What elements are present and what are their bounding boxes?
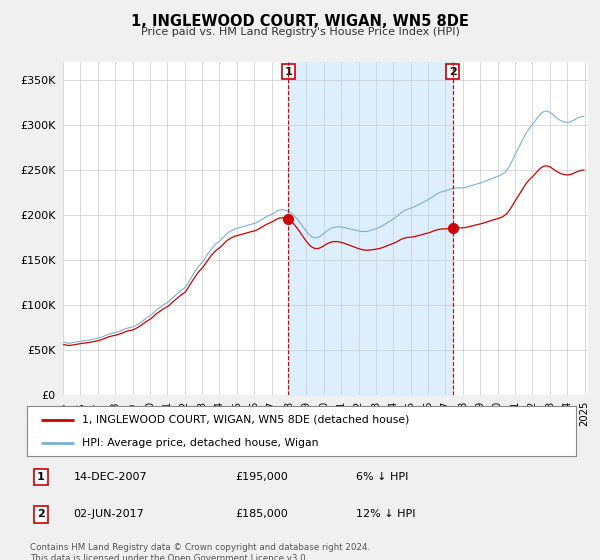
Text: 1, INGLEWOOD COURT, WIGAN, WN5 8DE: 1, INGLEWOOD COURT, WIGAN, WN5 8DE — [131, 14, 469, 29]
Text: 6% ↓ HPI: 6% ↓ HPI — [356, 472, 409, 482]
Text: 1: 1 — [37, 472, 44, 482]
Text: £195,000: £195,000 — [236, 472, 289, 482]
Text: HPI: Average price, detached house, Wigan: HPI: Average price, detached house, Wiga… — [82, 438, 319, 448]
Text: 14-DEC-2007: 14-DEC-2007 — [74, 472, 147, 482]
Text: 2: 2 — [449, 67, 457, 77]
Text: 12% ↓ HPI: 12% ↓ HPI — [356, 510, 416, 520]
Text: 02-JUN-2017: 02-JUN-2017 — [74, 510, 145, 520]
Text: 1: 1 — [284, 67, 292, 77]
Text: £185,000: £185,000 — [236, 510, 289, 520]
Text: 1, INGLEWOOD COURT, WIGAN, WN5 8DE (detached house): 1, INGLEWOOD COURT, WIGAN, WN5 8DE (deta… — [82, 414, 409, 424]
Text: 2: 2 — [37, 510, 44, 520]
Text: Contains HM Land Registry data © Crown copyright and database right 2024.
This d: Contains HM Land Registry data © Crown c… — [30, 543, 370, 560]
Text: Price paid vs. HM Land Registry's House Price Index (HPI): Price paid vs. HM Land Registry's House … — [140, 27, 460, 37]
